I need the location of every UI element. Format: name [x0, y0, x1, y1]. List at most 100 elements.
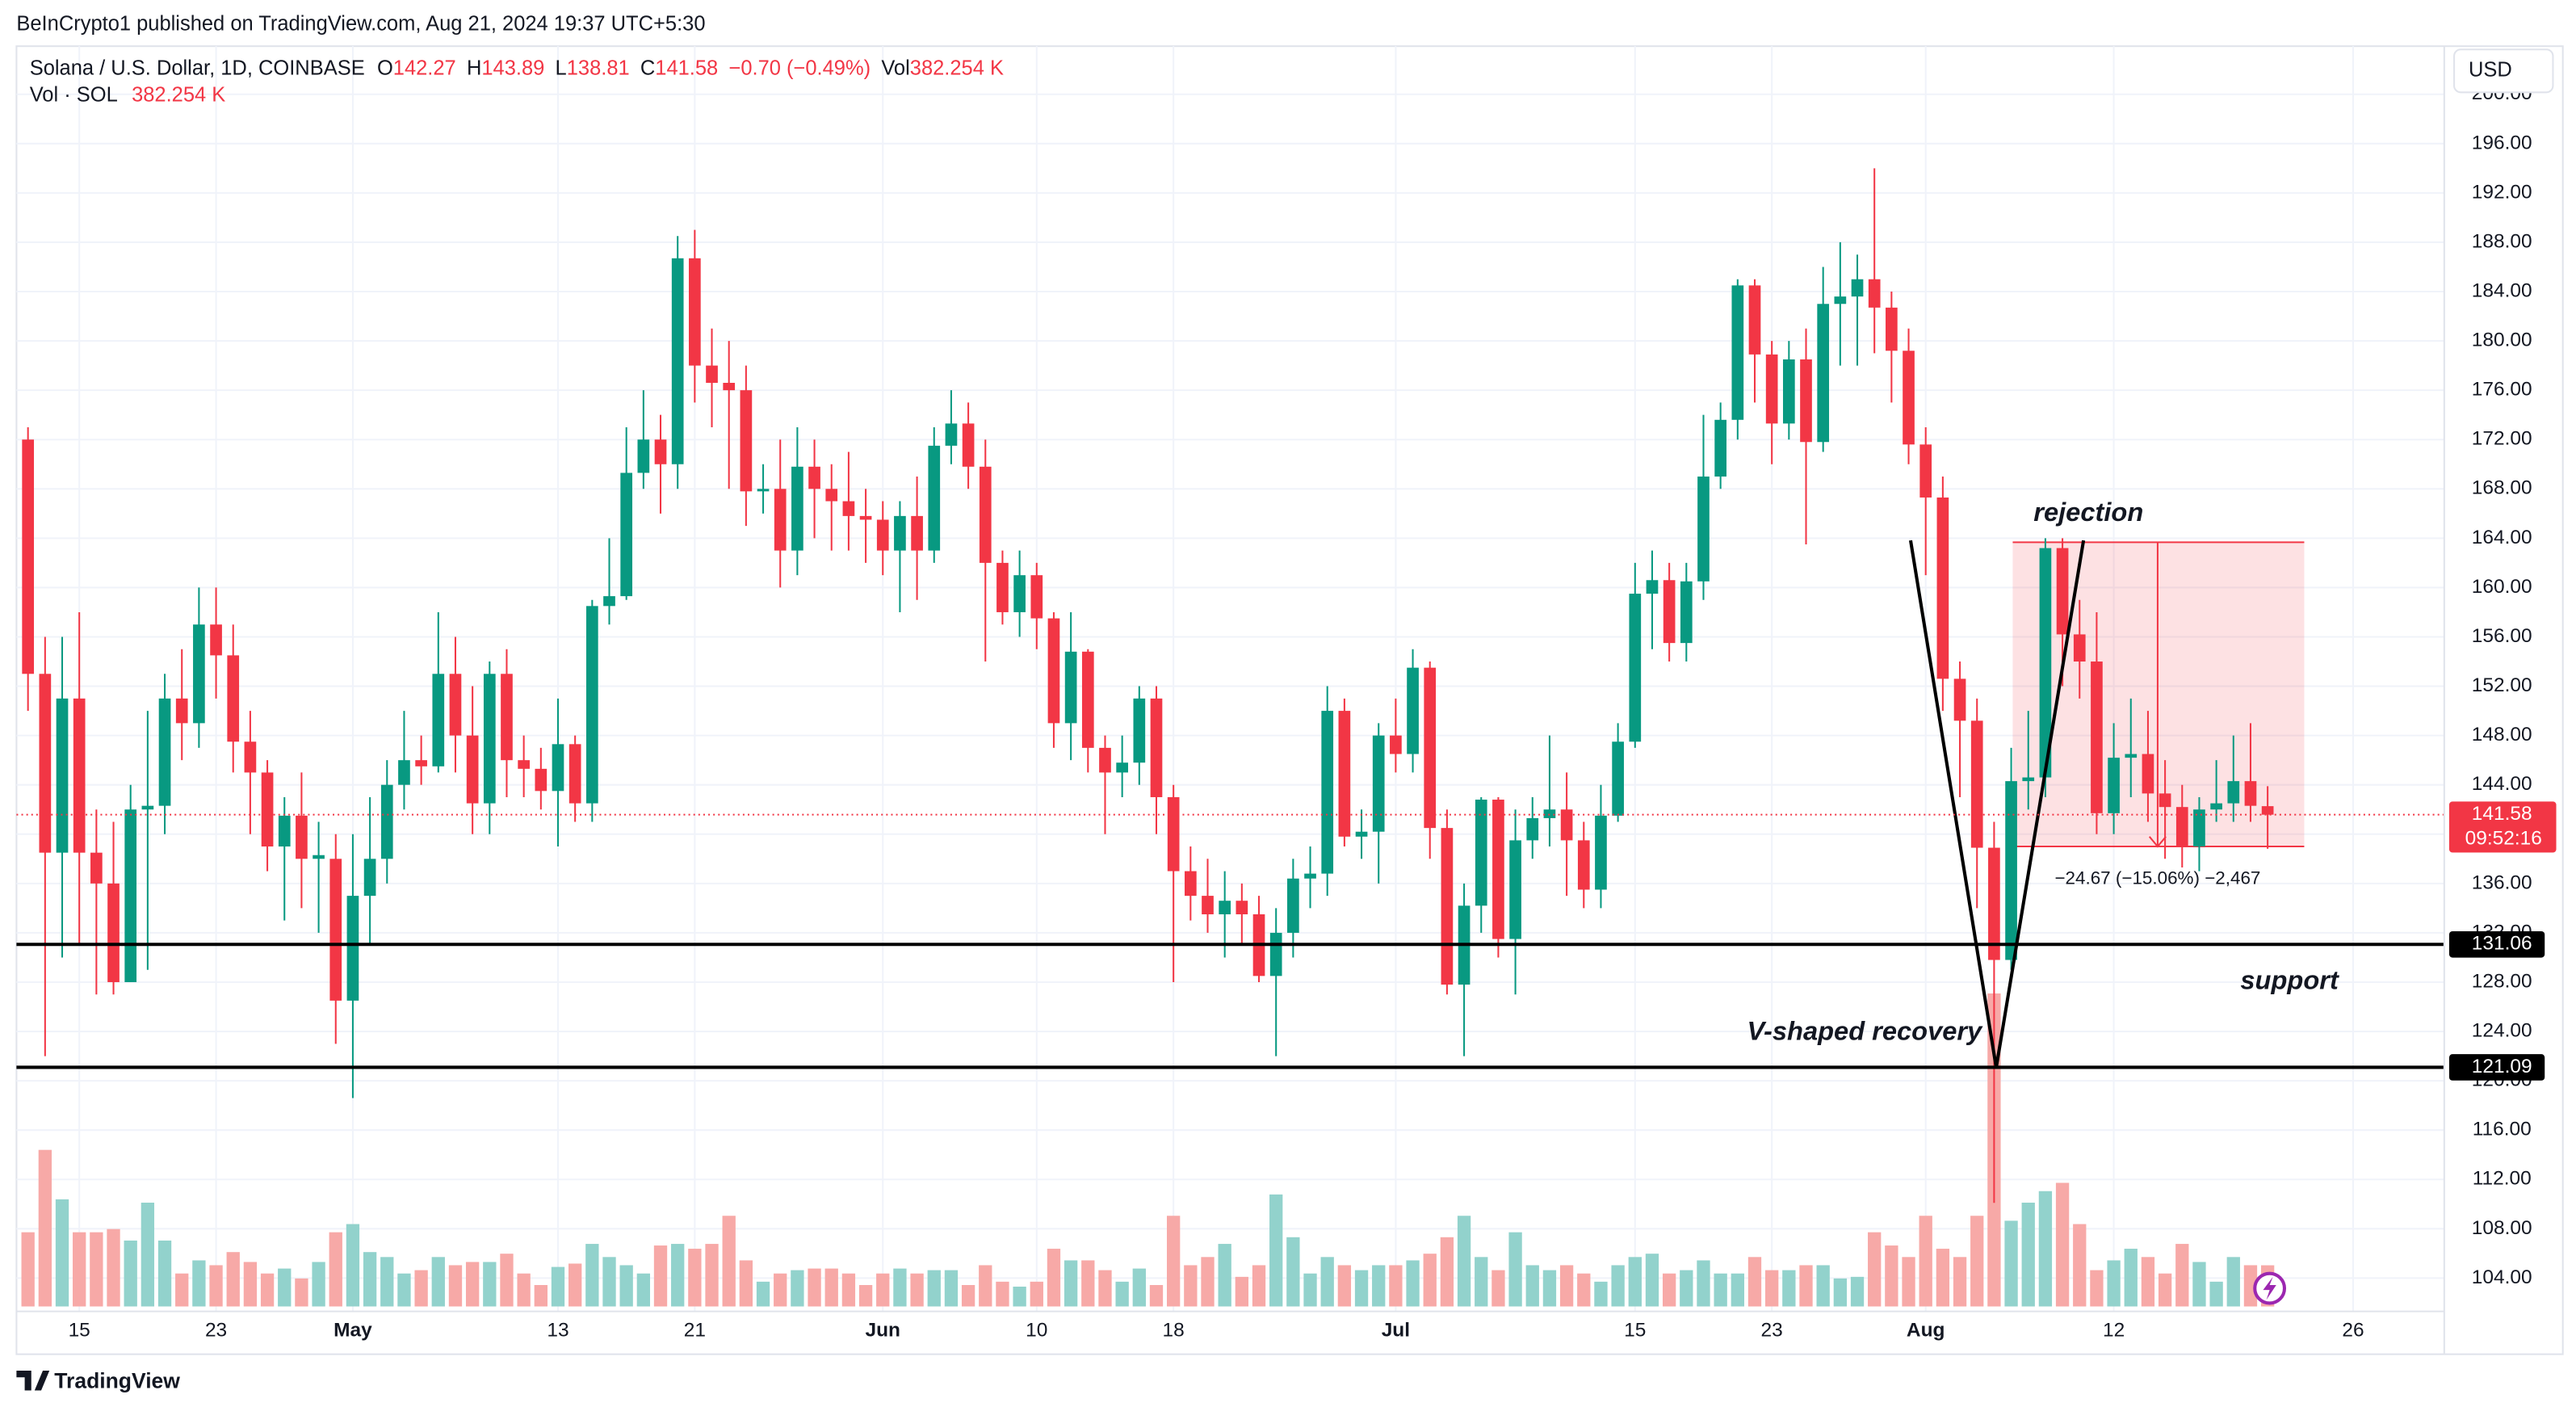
x-tick-label: Jun — [865, 1320, 900, 1342]
y-tick-label: 148.00 — [2472, 724, 2532, 746]
candle-body — [1953, 678, 1966, 721]
x-tick-label: 26 — [2342, 1320, 2364, 1342]
vol-series: Vol · SOL — [30, 83, 118, 106]
volume-bar — [996, 1281, 1009, 1307]
volume-bar — [1508, 1232, 1522, 1307]
volume-bar — [1406, 1260, 1420, 1307]
candle-body — [1868, 279, 1881, 308]
volume-bar — [2073, 1224, 2087, 1307]
volume-bar — [448, 1265, 463, 1307]
candle-body — [1047, 618, 1060, 724]
volume-bar — [483, 1262, 497, 1307]
candle-body — [2175, 807, 2188, 847]
candle-body — [1629, 594, 1642, 742]
volume-bar — [175, 1273, 189, 1307]
candle-body — [329, 859, 342, 1001]
volume-bar — [1337, 1265, 1352, 1307]
volume-bar — [1320, 1257, 1334, 1307]
candle-body — [1800, 359, 1812, 443]
volume-bar — [1885, 1245, 1898, 1307]
volume-bar — [1303, 1273, 1317, 1307]
candle-body — [107, 883, 120, 982]
y-tick-label: 104.00 — [2472, 1266, 2532, 1288]
volume-bar — [1081, 1260, 1095, 1307]
volume-bar — [1115, 1281, 1129, 1307]
publish-info: BeInCrypto1 published on TradingView.com… — [16, 12, 705, 35]
level-label-bg — [2448, 930, 2545, 958]
y-tick-label: 152.00 — [2472, 674, 2532, 696]
volume-bar — [568, 1263, 582, 1307]
x-tick-label: Jul — [1382, 1320, 1410, 1342]
volume-bar — [431, 1257, 445, 1307]
measure-label: −24.67 (−15.06%) −2,467 — [2054, 868, 2260, 888]
volume-bar — [38, 1149, 52, 1307]
candle-body — [227, 655, 240, 742]
candle-body — [483, 674, 496, 804]
volume-bar — [1475, 1257, 1488, 1307]
candle-body — [757, 489, 770, 492]
volume-bar — [1936, 1249, 1950, 1307]
volume-bar — [2107, 1260, 2121, 1307]
volume-bar — [688, 1249, 702, 1307]
candle-body — [859, 515, 872, 520]
candle-body — [141, 805, 154, 810]
volume-bar — [1902, 1257, 1915, 1307]
candle-body — [1116, 762, 1128, 773]
candle-body — [2039, 548, 2052, 778]
candle-body — [449, 674, 462, 736]
volume-bar — [1491, 1270, 1505, 1307]
volume-bar — [2226, 1257, 2240, 1307]
candle-body — [1304, 873, 1316, 879]
candle-body — [2125, 754, 2138, 758]
y-tick-label: 172.00 — [2472, 428, 2532, 450]
candle-body — [1219, 901, 1231, 915]
volume-bar — [979, 1265, 992, 1307]
measure-arrowhead — [2148, 836, 2167, 848]
volume-bar — [1372, 1265, 1386, 1307]
candle-body — [1988, 847, 2000, 960]
candle-body — [2193, 809, 2205, 847]
high-value: 143.89 — [481, 57, 544, 79]
candle-body — [1338, 711, 1351, 837]
x-tick-label: 23 — [1761, 1320, 1783, 1342]
candle-body — [2056, 548, 2069, 635]
volume-bar — [1201, 1257, 1215, 1307]
candle-body — [1782, 359, 1795, 424]
currency-button[interactable] — [2453, 48, 2554, 94]
volume-bar — [1868, 1232, 1882, 1307]
x-tick-label: 10 — [1026, 1320, 1047, 1342]
volume-bar — [808, 1268, 821, 1307]
low-value: 138.81 — [567, 57, 630, 79]
y-tick-label: 192.00 — [2472, 181, 2532, 203]
last-price: 141.58 — [2472, 803, 2532, 825]
candle-body — [620, 472, 633, 597]
volume-bar — [90, 1232, 103, 1307]
volume-bar — [278, 1268, 292, 1307]
change-value: −0.70 (−0.49%) — [728, 57, 871, 79]
candle-body — [979, 466, 992, 563]
annotation: support — [2240, 964, 2339, 994]
candle-body — [1577, 840, 1590, 890]
volume-bar — [2021, 1202, 2035, 1307]
candle-body — [808, 466, 820, 489]
candle-body — [1903, 351, 1915, 445]
candle-body — [1748, 285, 1761, 355]
candle-body — [1269, 932, 1282, 976]
candle-body — [842, 501, 855, 516]
candle-body — [244, 741, 257, 773]
legend-line: Solana / U.S. Dollar, 1D, COINBASE O142.… — [30, 57, 1004, 79]
volume-bar — [1714, 1273, 1727, 1307]
candle-body — [945, 423, 958, 446]
candle-body — [1680, 581, 1693, 644]
candle-body — [193, 624, 205, 724]
volume-bar — [1064, 1260, 1078, 1307]
x-tick-label: 13 — [547, 1320, 568, 1342]
volume-bar — [2158, 1273, 2172, 1307]
candle-body — [1372, 735, 1385, 832]
volume-legend: Vol · SOL 382.254 K — [30, 83, 226, 106]
close-value: 141.58 — [655, 57, 718, 79]
level-label-bg — [2448, 1054, 2545, 1081]
volume-bar — [2055, 1182, 2070, 1307]
